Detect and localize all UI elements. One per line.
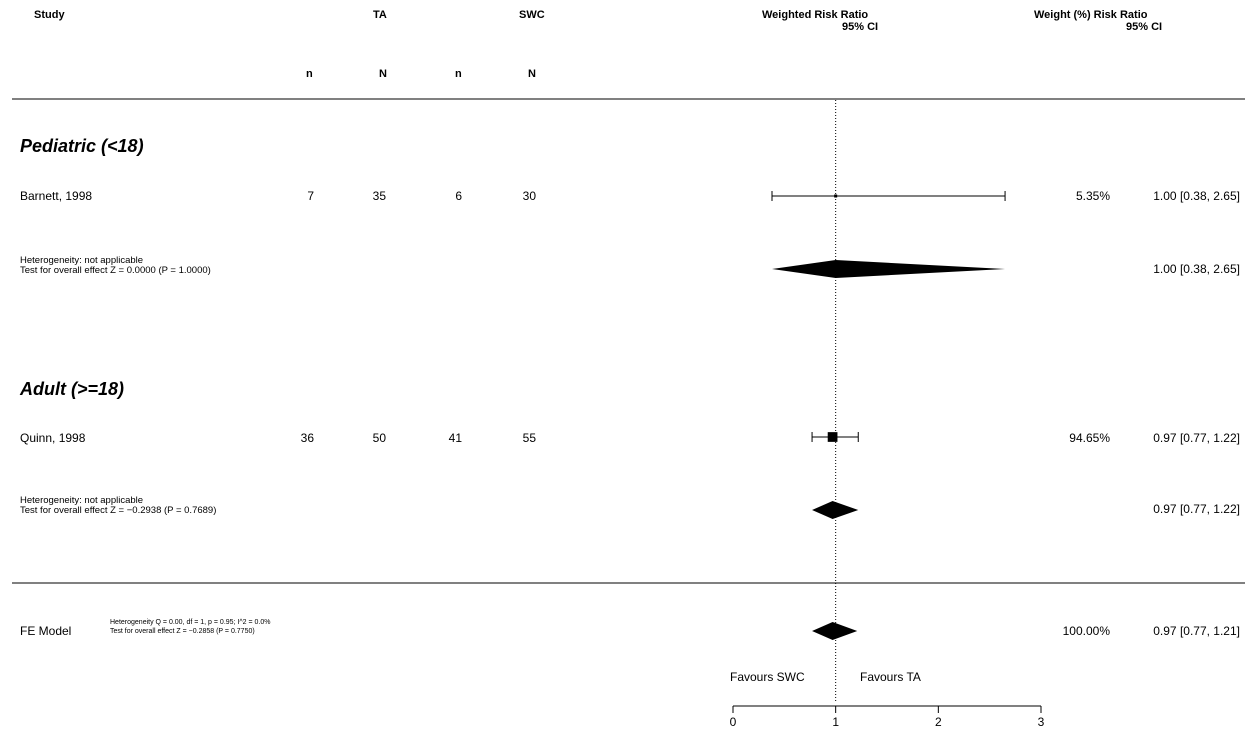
overall-label: FE Model [20, 624, 72, 638]
header-study: Study [34, 9, 65, 21]
group-title-pediatric: Pediatric (<18) [20, 136, 144, 156]
header-ta-N: N [379, 68, 387, 80]
favours-right-label: Favours TA [860, 670, 921, 684]
header-weighted-risk-ratio: Weighted Risk Ratio [762, 9, 869, 21]
study-name: Quinn, 1998 [20, 431, 86, 445]
study-weight: 94.65% [1069, 431, 1110, 445]
group-summary-text: 1.00 [0.38, 2.65] [1153, 262, 1240, 276]
study-rr-text: 1.00 [0.38, 2.65] [1153, 189, 1240, 203]
overall-rr-text: 0.97 [0.77, 1.21] [1153, 624, 1240, 638]
group-title-adult: Adult (>=18) [20, 379, 125, 399]
group-overall-test: Test for overall effect Z = 0.0000 (P = … [20, 265, 211, 276]
study-rr-text: 0.97 [0.77, 1.22] [1153, 431, 1240, 445]
header-ta: TA [373, 9, 387, 21]
x-axis-tick-label: 0 [730, 715, 737, 729]
study-swc-N: 30 [522, 189, 536, 203]
study-name: Barnett, 1998 [20, 189, 93, 203]
study-swc-n: 41 [448, 431, 462, 445]
group-heterogeneity: Heterogeneity: not applicable [20, 255, 144, 266]
header-swc: SWC [519, 9, 545, 21]
x-axis-tick-label: 3 [1038, 715, 1045, 729]
study-ta-N: 50 [372, 431, 386, 445]
header-weight-risk-ratio: Weight (%) Risk Ratio [1034, 9, 1148, 21]
overall-heterogeneity: Heterogeneity Q = 0.00, df = 1, p = 0.95… [110, 619, 271, 626]
group-summary-text: 0.97 [0.77, 1.22] [1153, 502, 1240, 516]
subgroup-summary-diamond [772, 260, 1006, 278]
subgroup-summary-diamond [812, 501, 859, 519]
header-weight-ci: 95% CI [1126, 21, 1163, 33]
group-heterogeneity: Heterogeneity: not applicable [20, 495, 144, 506]
header-swc-n: n [455, 68, 462, 80]
group-overall-test: Test for overall effect Z = −0.2938 (P =… [20, 505, 217, 516]
overall-test: Test for overall effect Z = −0.2858 (P =… [110, 628, 255, 635]
overall-weight: 100.00% [1062, 624, 1110, 638]
overall-summary-diamond [812, 622, 858, 640]
study-swc-n: 6 [455, 189, 462, 203]
favours-left-label: Favours SWC [730, 670, 805, 684]
study-ta-n: 36 [300, 431, 314, 445]
study-point-estimate [834, 194, 838, 198]
header-ta-n: n [306, 68, 313, 80]
study-ta-N: 35 [372, 189, 386, 203]
study-ta-n: 7 [307, 189, 314, 203]
study-swc-N: 55 [522, 431, 536, 445]
header-swc-N: N [528, 68, 536, 80]
x-axis-tick-label: 2 [935, 715, 942, 729]
header-weighted-ci: 95% CI [842, 21, 879, 33]
study-weight: 5.35% [1075, 189, 1110, 203]
x-axis-tick-label: 1 [832, 715, 839, 729]
study-point-estimate [827, 432, 838, 442]
